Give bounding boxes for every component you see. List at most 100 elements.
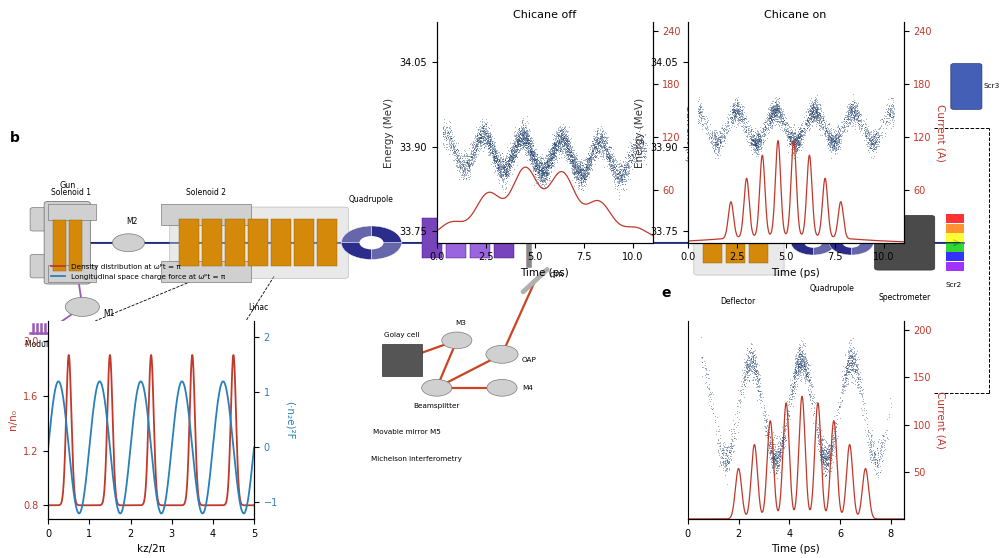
- Point: [812, 454, 828, 463]
- Point: [574, 166, 590, 175]
- Point: [738, 363, 754, 372]
- Point: [792, 133, 808, 142]
- Point: [793, 132, 809, 141]
- Point: [728, 108, 744, 117]
- Point: [469, 138, 485, 147]
- Point: [525, 151, 541, 160]
- Point: [766, 112, 782, 121]
- Point: [824, 131, 841, 140]
- Point: [759, 115, 775, 124]
- Point: [494, 158, 511, 167]
- Point: [771, 455, 787, 464]
- Point: [798, 363, 814, 372]
- Point: [751, 141, 767, 150]
- Point: [536, 168, 552, 177]
- Point: [589, 136, 605, 145]
- Point: [807, 95, 823, 104]
- Point: [783, 136, 799, 145]
- Point: [804, 113, 820, 122]
- Point: [510, 140, 526, 148]
- Point: [846, 117, 862, 126]
- Point: [740, 347, 756, 355]
- Point: [459, 159, 475, 168]
- Point: [784, 382, 800, 391]
- Point: [528, 161, 544, 170]
- Point: [596, 146, 612, 155]
- Point: [771, 108, 787, 117]
- Point: [790, 125, 806, 134]
- Point: [785, 148, 801, 157]
- Point: [883, 104, 899, 113]
- Point: [754, 123, 770, 132]
- Point: [487, 157, 504, 166]
- Point: [800, 389, 816, 398]
- Point: [860, 446, 876, 455]
- Point: [546, 144, 562, 153]
- Point: [858, 131, 874, 140]
- Point: [789, 344, 805, 353]
- Point: [553, 134, 569, 143]
- Point: [864, 456, 880, 465]
- Point: [772, 453, 788, 462]
- Point: [789, 367, 805, 376]
- Point: [730, 112, 746, 121]
- Point: [497, 170, 514, 179]
- Point: [578, 167, 594, 176]
- Point: [471, 121, 487, 130]
- Point: [809, 119, 825, 128]
- Point: [442, 141, 458, 150]
- Point: [480, 124, 496, 133]
- Point: [454, 156, 470, 165]
- Bar: [945, 233, 963, 242]
- Point: [466, 131, 482, 140]
- Point: [565, 168, 581, 177]
- Point: [802, 114, 818, 123]
- Point: [578, 173, 594, 182]
- Point: [465, 148, 481, 157]
- Point: [600, 142, 616, 151]
- Point: [547, 147, 563, 156]
- Point: [860, 126, 876, 135]
- Point: [869, 455, 885, 464]
- Point: [496, 163, 513, 172]
- Point: [550, 138, 566, 147]
- Point: [569, 166, 585, 175]
- Point: [737, 128, 753, 137]
- Point: [737, 122, 753, 131]
- Point: [745, 368, 761, 377]
- Point: [765, 107, 781, 116]
- Point: [815, 472, 831, 481]
- Point: [554, 130, 570, 139]
- Point: [602, 160, 618, 169]
- Point: [819, 124, 835, 133]
- Point: [871, 459, 887, 468]
- Point: [821, 133, 838, 142]
- Point: [494, 154, 511, 163]
- Point: [619, 149, 635, 158]
- Point: [541, 157, 557, 166]
- Point: [728, 102, 744, 111]
- Point: [767, 449, 783, 458]
- Point: [772, 448, 788, 456]
- Point: [612, 174, 628, 182]
- Point: [550, 124, 566, 133]
- Point: [480, 137, 496, 146]
- Point: [790, 349, 806, 358]
- Point: [589, 143, 605, 152]
- Point: [621, 150, 637, 159]
- Point: [711, 127, 727, 136]
- Point: [545, 143, 561, 152]
- Point: [861, 139, 877, 148]
- Point: [842, 347, 858, 355]
- Point: [787, 369, 803, 378]
- Point: [780, 407, 796, 416]
- Point: [525, 147, 541, 156]
- Point: [450, 160, 466, 169]
- Point: [781, 415, 797, 424]
- Point: [500, 150, 517, 158]
- Point: [520, 148, 536, 157]
- Point: [515, 124, 531, 133]
- Point: [766, 108, 782, 117]
- Point: [589, 145, 605, 154]
- Point: [436, 126, 452, 135]
